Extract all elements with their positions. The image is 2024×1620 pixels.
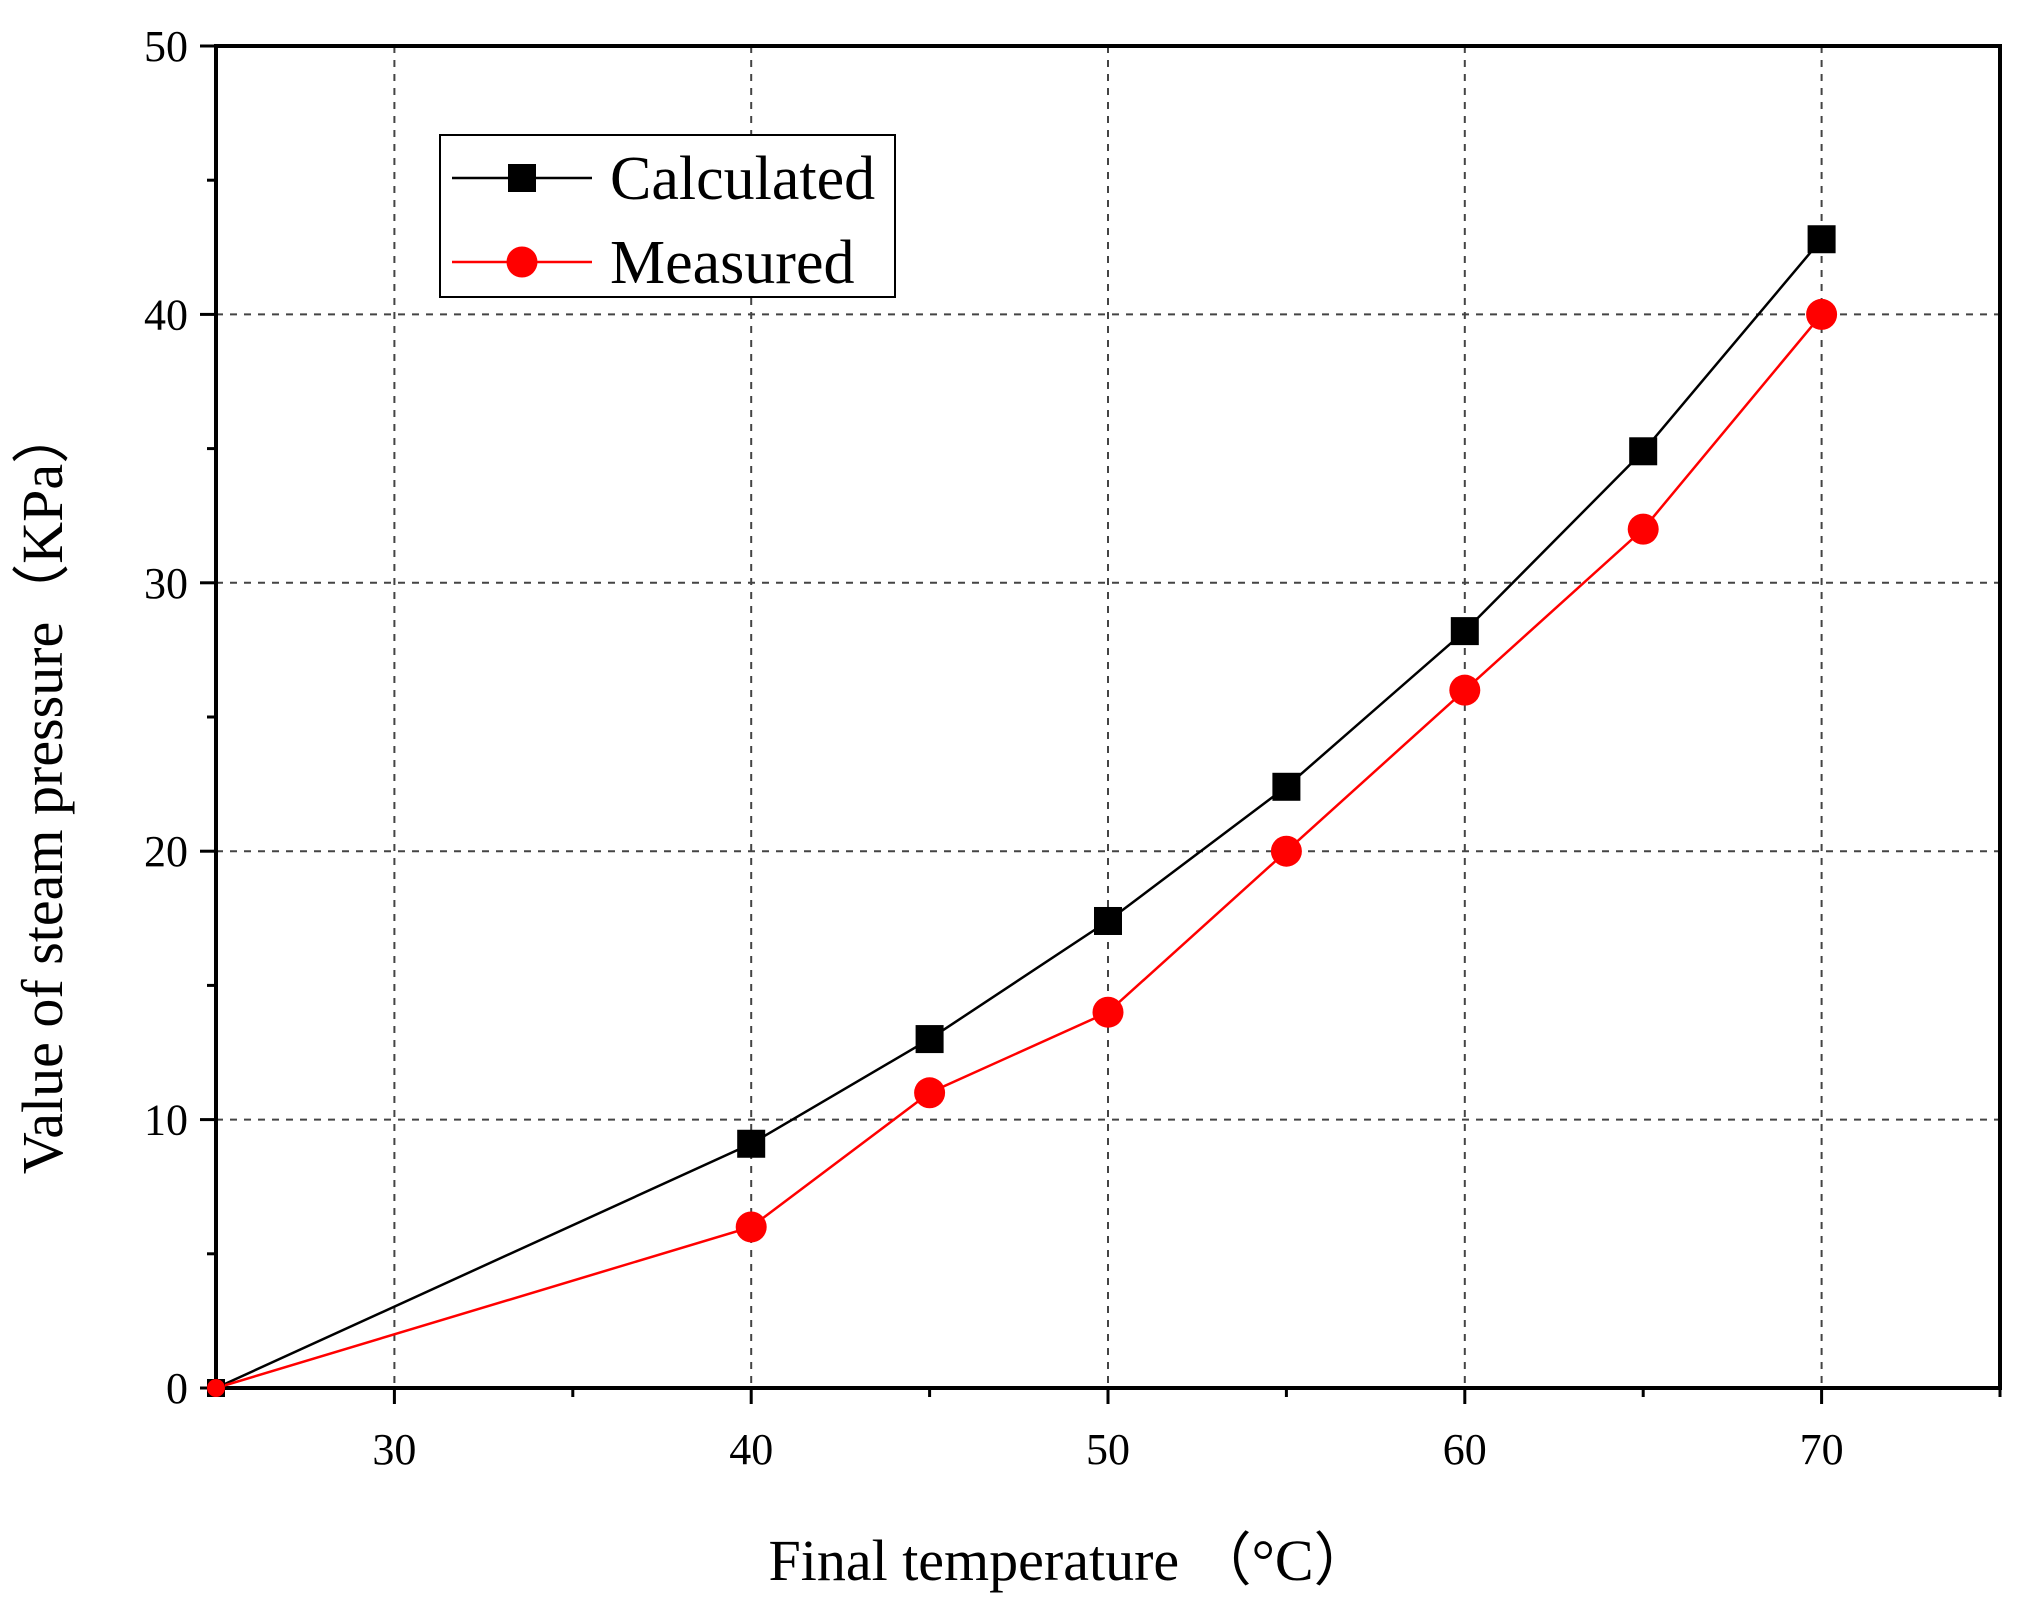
x-axis-title: Final temperature （°C） <box>768 1528 1371 1593</box>
measured-point <box>207 1379 225 1397</box>
legend: Calculated Measured <box>439 134 896 298</box>
y-tick-label: 20 <box>144 827 188 876</box>
measured-point <box>1449 674 1481 706</box>
x-tick-label: 40 <box>729 1425 773 1474</box>
calculated-point <box>1272 772 1301 801</box>
grid <box>216 46 2000 1388</box>
calculated-point <box>1450 617 1479 646</box>
y-tick-label: 0 <box>166 1364 188 1413</box>
calculated-point <box>1629 437 1658 466</box>
measured-line <box>215 313 1823 1390</box>
x-tick-label: 60 <box>1443 1425 1487 1474</box>
y-tick-label: 40 <box>144 290 188 339</box>
legend-marker-circle <box>506 246 538 278</box>
measured-point <box>1627 513 1659 545</box>
measured-point <box>914 1077 946 1109</box>
legend-label-calculated: Calculated <box>610 145 875 213</box>
calculated-point <box>915 1025 944 1054</box>
y-tick-label: 50 <box>144 22 188 71</box>
measured-point <box>1806 298 1838 330</box>
x-tick-label: 70 <box>1800 1425 1844 1474</box>
calculated-point <box>737 1129 766 1158</box>
measured-point <box>1270 835 1302 867</box>
y-tick-label: 30 <box>144 559 188 608</box>
calculated-point <box>1094 906 1122 935</box>
legend-marker-square <box>508 164 536 192</box>
y-tick-label: 10 <box>144 1096 188 1145</box>
data-series <box>207 225 1838 1397</box>
calculated-point <box>1807 225 1836 254</box>
measured-point <box>735 1211 767 1243</box>
calculated-line <box>215 238 1823 1390</box>
axis-ticks: 30 40 50 60 70 0 10 20 30 40 50 <box>144 22 2002 1474</box>
measured-point <box>1092 996 1124 1028</box>
legend-label-measured: Measured <box>610 229 854 297</box>
x-tick-label: 30 <box>372 1425 416 1474</box>
y-axis-title: Value of steam pressure（KPa） <box>10 406 75 1174</box>
x-tick-label: 50 <box>1086 1425 1130 1474</box>
